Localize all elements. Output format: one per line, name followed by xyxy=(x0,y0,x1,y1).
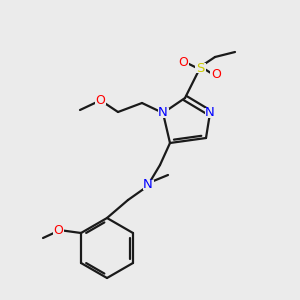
FancyBboxPatch shape xyxy=(158,108,169,118)
FancyBboxPatch shape xyxy=(94,95,106,105)
Text: O: O xyxy=(178,56,188,68)
Text: O: O xyxy=(53,224,63,236)
Text: N: N xyxy=(143,178,153,191)
FancyBboxPatch shape xyxy=(210,70,222,80)
Text: O: O xyxy=(95,94,105,106)
Text: N: N xyxy=(205,106,215,119)
FancyBboxPatch shape xyxy=(52,225,64,235)
FancyBboxPatch shape xyxy=(194,63,206,73)
Text: O: O xyxy=(211,68,221,82)
FancyBboxPatch shape xyxy=(177,57,189,67)
Text: N: N xyxy=(158,106,168,119)
FancyBboxPatch shape xyxy=(142,180,154,190)
FancyBboxPatch shape xyxy=(205,108,215,118)
Text: S: S xyxy=(196,61,204,74)
